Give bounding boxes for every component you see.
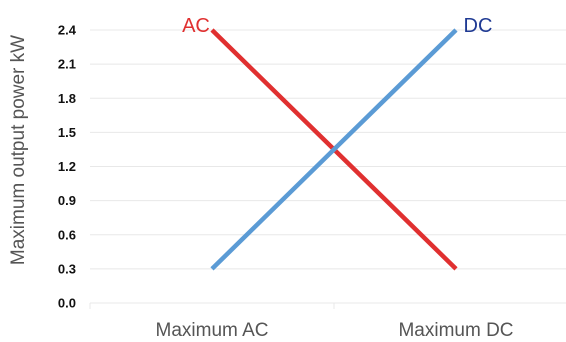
- y-tick-label: 0.0: [58, 296, 76, 311]
- y-tick-label: 1.8: [58, 91, 76, 106]
- y-tick-label: 0.3: [58, 261, 76, 276]
- y-tick-label: 1.5: [58, 125, 76, 140]
- x-category-label: Maximum DC: [398, 320, 513, 341]
- series-lines: [210, 28, 458, 271]
- series-labels: AC DC: [182, 15, 492, 37]
- series-label-dc: DC: [464, 15, 493, 37]
- y-tick-label: 1.2: [58, 159, 76, 174]
- gridlines: [89, 29, 566, 309]
- y-tick-label: 2.4: [58, 23, 77, 38]
- x-axis-categories: Maximum AC Maximum DC: [156, 320, 514, 341]
- y-axis-ticks: 0.0 0.3 0.6 0.9 1.2 1.5 1.8 2.1 2.4: [58, 23, 77, 311]
- y-tick-label: 2.1: [58, 57, 76, 72]
- x-category-label: Maximum AC: [156, 320, 269, 341]
- y-tick-label: 0.6: [58, 227, 76, 242]
- series-line-dc: [210, 28, 458, 271]
- series-label-ac: AC: [182, 15, 210, 37]
- y-tick-label: 0.9: [58, 193, 76, 208]
- y-axis-label: Maximum output power kW: [8, 35, 29, 265]
